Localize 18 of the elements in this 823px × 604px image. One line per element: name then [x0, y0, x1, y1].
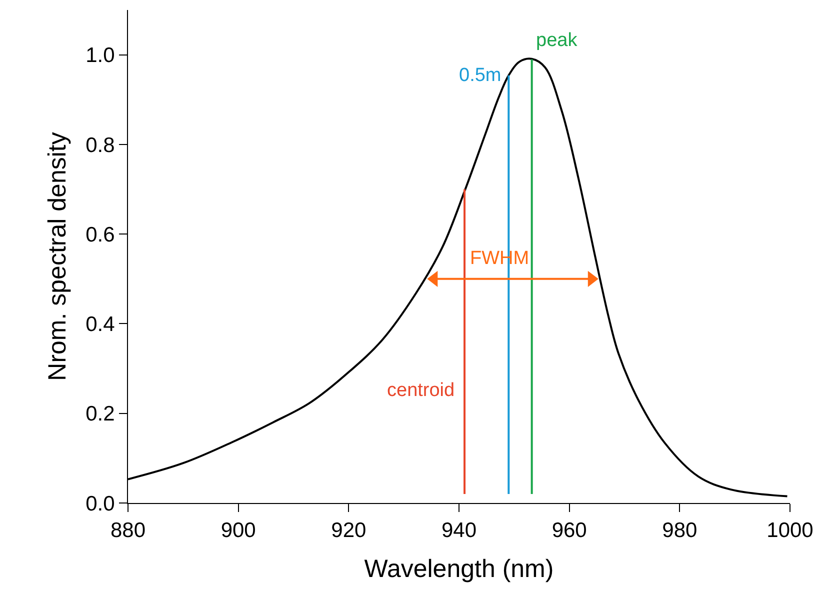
x-tick-label: 980 — [662, 519, 698, 542]
y-tick-label: 0.0 — [86, 492, 115, 516]
x-tick-label: 1000 — [766, 519, 814, 542]
x-tick-label: 960 — [552, 519, 587, 542]
series-label: peak — [536, 30, 578, 51]
x-axis-title: Wavelength (nm) — [364, 555, 554, 584]
y-tick-label: 0.8 — [86, 134, 115, 157]
y-axis-title: Nrom. spectral density — [43, 132, 72, 381]
y-tick-label: 0.4 — [86, 313, 116, 336]
y-tick-label: 0.6 — [86, 223, 115, 246]
y-tick-label: 0.2 — [86, 402, 115, 426]
series-label: 0.5m — [459, 65, 502, 86]
series-label: centroid — [387, 380, 455, 401]
x-tick-label: 940 — [441, 519, 477, 542]
y-tick-label: 1.0 — [86, 44, 115, 68]
x-tick-label: 900 — [220, 519, 256, 542]
x-tick-label: 920 — [331, 519, 366, 542]
x-tick-label: 880 — [110, 519, 146, 542]
